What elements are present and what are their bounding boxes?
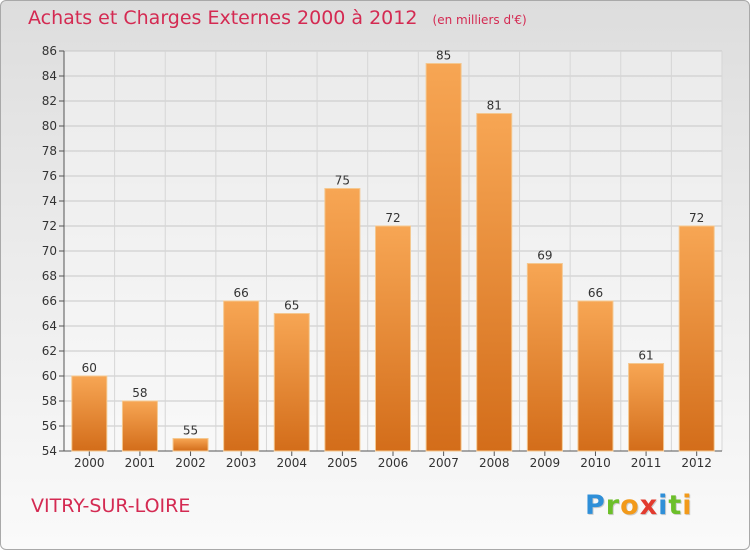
chart-unit-note: (en milliers d'€)	[432, 13, 527, 27]
x-tick-label: 2010	[580, 456, 611, 470]
proxiti-logo[interactable]: Proxiti	[585, 490, 693, 521]
logo-letter: i	[682, 490, 693, 521]
logo-letter: r	[605, 490, 621, 521]
x-tick-label: 2006	[378, 456, 409, 470]
bar	[476, 113, 513, 452]
y-tick-label: 58	[42, 394, 57, 408]
bar-value-label: 72	[689, 211, 704, 225]
chart-title: Achats et Charges Externes 2000 à 2012 (…	[28, 7, 527, 29]
bar	[71, 375, 108, 452]
y-tick-label: 56	[42, 419, 57, 433]
x-tick-label: 2008	[479, 456, 510, 470]
x-tick-label: 2001	[125, 456, 156, 470]
x-tick-label: 2011	[631, 456, 662, 470]
bar	[273, 313, 310, 452]
bar	[324, 188, 361, 452]
y-tick-label: 72	[42, 219, 57, 233]
bar-value-label: 55	[183, 424, 198, 438]
bar-value-label: 69	[537, 249, 552, 263]
bar	[577, 300, 614, 452]
bar-value-label: 72	[385, 211, 400, 225]
x-tick-label: 2004	[276, 456, 307, 470]
bar	[425, 63, 462, 452]
x-tick-label: 2005	[327, 456, 358, 470]
y-tick-label: 66	[42, 294, 57, 308]
y-tick-label: 86	[42, 44, 57, 58]
logo-letter: o	[620, 490, 640, 521]
y-tick-label: 80	[42, 119, 57, 133]
commune-name: VITRY-SUR-LOIRE	[31, 495, 191, 517]
y-tick-label: 76	[42, 169, 57, 183]
bar-value-label: 81	[487, 99, 502, 113]
y-tick-label: 62	[42, 344, 57, 358]
y-tick-label: 68	[42, 269, 57, 283]
bar-value-label: 65	[284, 299, 299, 313]
x-tick-label: 2009	[530, 456, 561, 470]
x-tick-label: 2000	[74, 456, 105, 470]
chart-title-text: Achats et Charges Externes 2000 à 2012	[28, 7, 418, 29]
logo-letter: x	[639, 490, 659, 521]
x-tick-label: 2012	[681, 456, 712, 470]
y-tick-label: 74	[42, 194, 57, 208]
logo-letter: P	[585, 490, 606, 521]
x-tick-label: 2007	[428, 456, 459, 470]
y-tick-label: 64	[42, 319, 57, 333]
bar-value-label: 85	[436, 49, 451, 63]
bar-value-label: 66	[234, 286, 249, 300]
bar	[375, 225, 411, 452]
logo-letter: i	[658, 490, 669, 521]
bar	[526, 263, 563, 452]
y-tick-label: 70	[42, 244, 57, 258]
bar	[121, 400, 158, 452]
bar-value-label: 58	[132, 386, 147, 400]
y-tick-label: 60	[42, 369, 57, 383]
y-tick-label: 82	[42, 94, 57, 108]
y-tick-label: 78	[42, 144, 57, 158]
bar-value-label: 75	[335, 174, 350, 188]
y-tick-label: 54	[42, 444, 57, 458]
bar	[223, 300, 260, 452]
bar-value-label: 60	[82, 361, 97, 375]
bar-value-label: 61	[638, 349, 653, 363]
logo-letter: t	[668, 490, 683, 521]
bar	[678, 225, 715, 452]
bar	[628, 363, 665, 452]
x-tick-label: 2003	[226, 456, 257, 470]
x-tick-label: 2002	[175, 456, 206, 470]
y-tick-label: 84	[42, 69, 57, 83]
bar	[172, 438, 209, 452]
bar-value-label: 66	[588, 286, 603, 300]
